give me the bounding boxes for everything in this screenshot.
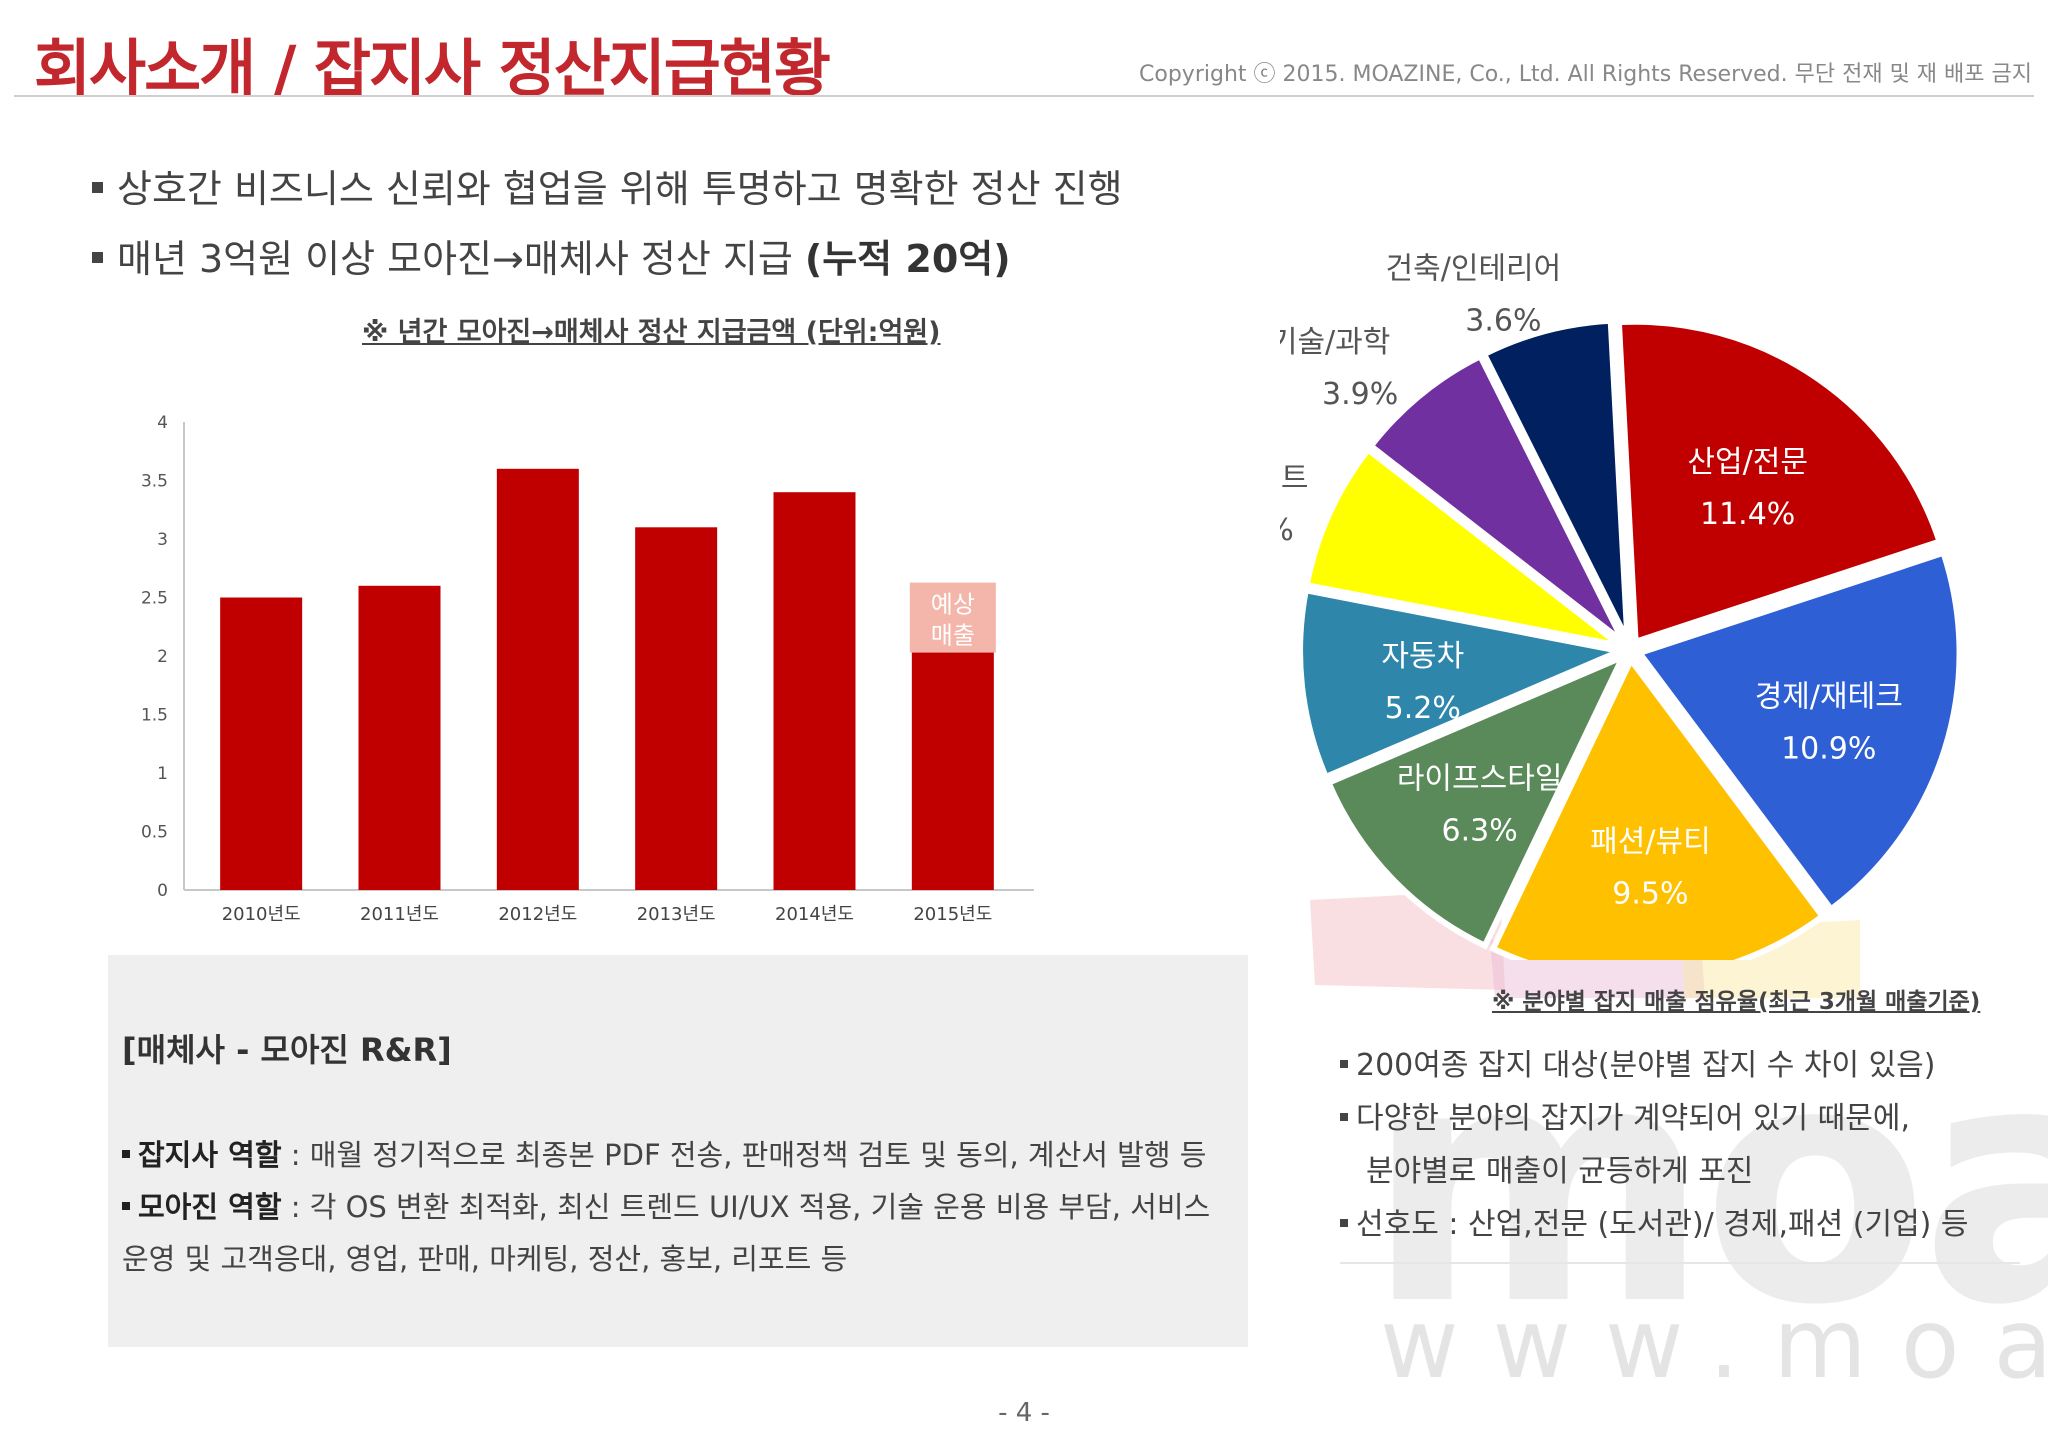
y-tick-label: 4 [157, 413, 168, 433]
page-number: - 4 - [998, 1398, 1050, 1428]
y-tick-label: 2 [157, 647, 168, 667]
bar [220, 597, 303, 890]
pie-slice-value: 3.6% [1465, 304, 1541, 339]
pie-slice-value: 4.1% [1280, 513, 1294, 548]
pie-chart-caption: ※ 분야별 잡지 매출 점유율(최근 3개월 매출기준) [1492, 989, 1981, 1015]
forecast-badge [909, 582, 996, 653]
pie-slice-value: 9.5% [1612, 876, 1688, 911]
y-tick-label: 3.5 [141, 472, 168, 492]
bullet-square-icon [1340, 1059, 1348, 1068]
pie-slice [1489, 654, 1827, 960]
bar [635, 527, 718, 890]
copyright-notice: Copyright ⓒ 2015. MOAZINE, Co., Ltd. All… [1139, 62, 2032, 87]
pie-slice [1634, 549, 1963, 914]
note-text: 선호도 : 산업,전문 (도서관)/ 경제,패션 (기업) 등 [1356, 1207, 1969, 1242]
bullet-square-icon [1340, 1112, 1348, 1121]
y-tick-label: 3 [157, 530, 168, 550]
pie-slice-label: 기술/과학 [1280, 325, 1390, 360]
bar [773, 492, 856, 890]
bullet-text: 매년 3억원 이상 모아진→매체사 정산 지급 [117, 237, 805, 281]
note-text: 다양한 분야의 잡지가 계약되어 있기 때문에, [1356, 1101, 1911, 1136]
rnr-title: [매체사 - 모아진 R&R] [122, 1031, 452, 1069]
pie-slice-label: 산업/전문 [1687, 445, 1808, 480]
rnr-label: 모아진 역할 [138, 1190, 282, 1224]
rnr-label: 잡지사 역할 [138, 1138, 282, 1172]
bar [911, 632, 994, 890]
bar-chart: 0 0.5 1 1.5 2 2.5 3 3.5 4 2010년도 2011년도 2012년도 2013년… [141, 413, 1034, 925]
note-diverse-fields: 다양한 분야의 잡지가 계약되어 있기 때문에, [1340, 1093, 1910, 1137]
rnr-panel [108, 955, 1248, 1347]
note-preference: 선호도 : 산업,전문 (도서관)/ 경제,패션 (기업) 등 [1340, 1199, 1969, 1243]
note-magazine-count: 200여종 잡지 대상(분야별 잡지 수 차이 있음) [1340, 1040, 1936, 1084]
bullet-transparency: 상호간 비즈니스 신뢰와 협업을 위해 투명하고 명확한 정산 진행 [92, 158, 1123, 213]
pie-slice-label: 자동차 [1381, 639, 1464, 674]
rnr-publisher-role: 잡지사 역할 : 매월 정기적으로 최종본 PDF 전송, 판매정책 검토 및 … [122, 1132, 1206, 1174]
header-divider [14, 95, 2034, 97]
forecast-label: 예상 [931, 591, 975, 619]
x-tick-label: 2013년도 [637, 904, 716, 925]
pie-slice-value: 3.9% [1322, 377, 1398, 412]
pie-slice [1324, 651, 1629, 950]
rnr-text: : 각 OS 변환 최적화, 최신 트렌드 UI/UX 적용, 기술 운용 비용… [281, 1190, 1211, 1224]
bullet-square-icon [92, 252, 103, 263]
y-tick-label: 1.5 [141, 706, 168, 726]
watermark-url: www.moa [1380, 1288, 2048, 1400]
bullet-square-icon [1340, 1218, 1348, 1227]
y-tick-label: 0 [157, 881, 168, 901]
pie-slice [1615, 318, 1944, 646]
pie-slice [1303, 445, 1623, 649]
x-tick-label: 2015년도 [913, 904, 992, 925]
pie-slice-label: 패션/뷰티 [1590, 824, 1711, 859]
pie-slice-label: 엔터테인먼트 [1280, 461, 1309, 496]
page-title: 회사소개 / 잡지사 정산지급현황 [34, 32, 831, 105]
pie-slice-value: 11.4% [1700, 497, 1795, 532]
pie-slice [1480, 317, 1631, 642]
bullet-square-icon [92, 182, 103, 193]
pie-slice-label: 건축/인테리어 [1386, 252, 1562, 287]
bullet-square-icon [122, 1202, 130, 1210]
rnr-text: : 매월 정기적으로 최종본 PDF 전송, 판매정책 검토 및 동의, 계산서… [281, 1138, 1207, 1172]
pie-slice-value: 5.2% [1385, 691, 1461, 726]
watermark-logo: moa [1366, 993, 2048, 1377]
bullet-emphasis: (누적 20억) [804, 237, 1011, 281]
x-tick-label: 2012년도 [498, 904, 577, 925]
y-tick-label: 0.5 [141, 823, 168, 843]
forecast-label: 매출 [931, 622, 975, 650]
y-tick-label: 2.5 [141, 589, 168, 609]
bullet-payment: 매년 3억원 이상 모아진→매체사 정산 지급 (누적 20억) [92, 228, 1011, 283]
pie-slice [1366, 352, 1627, 645]
note-diverse-fields-cont: 분야별로 매출이 균등하게 포진 [1366, 1154, 1754, 1189]
y-tick-label: 1 [157, 764, 168, 784]
x-tick-label: 2010년도 [222, 904, 301, 925]
bullet-square-icon [122, 1150, 130, 1158]
bar [358, 585, 441, 890]
pie-slice [1297, 586, 1631, 781]
note-text: 200여종 잡지 대상(분야별 잡지 수 차이 있음) [1356, 1048, 1936, 1083]
pie-slice-label: 경제/재테크 [1755, 680, 1903, 715]
bar-chart-caption: ※ 년간 모아진→매체사 정산 지급금액 (단위:억원) [362, 317, 941, 348]
pie-slice-label: 라이프스타일 [1397, 761, 1563, 796]
pie-chart: 산업/전문 11.4% 경제/재테크 10.9% 패션/뷰티 9.5% 라이프스타일 6.3%… [1280, 252, 1963, 960]
x-tick-label: 2011년도 [360, 904, 439, 925]
pie-slice-value: 10.9% [1781, 732, 1876, 767]
rnr-moazine-role-cont: 운영 및 고객응대, 영업, 판매, 마케팅, 정산, 홍보, 리포트 등 [122, 1242, 848, 1276]
bullet-text: 상호간 비즈니스 신뢰와 협업을 위해 투명하고 명확한 정산 진행 [117, 167, 1123, 211]
notes-divider [1340, 1262, 2020, 1264]
x-tick-label: 2014년도 [775, 904, 854, 925]
bar [496, 468, 579, 890]
rnr-moazine-role: 모아진 역할 : 각 OS 변환 최적화, 최신 트렌드 UI/UX 적용, 기… [122, 1184, 1210, 1226]
pie-slice-value: 6.3% [1442, 813, 1518, 848]
